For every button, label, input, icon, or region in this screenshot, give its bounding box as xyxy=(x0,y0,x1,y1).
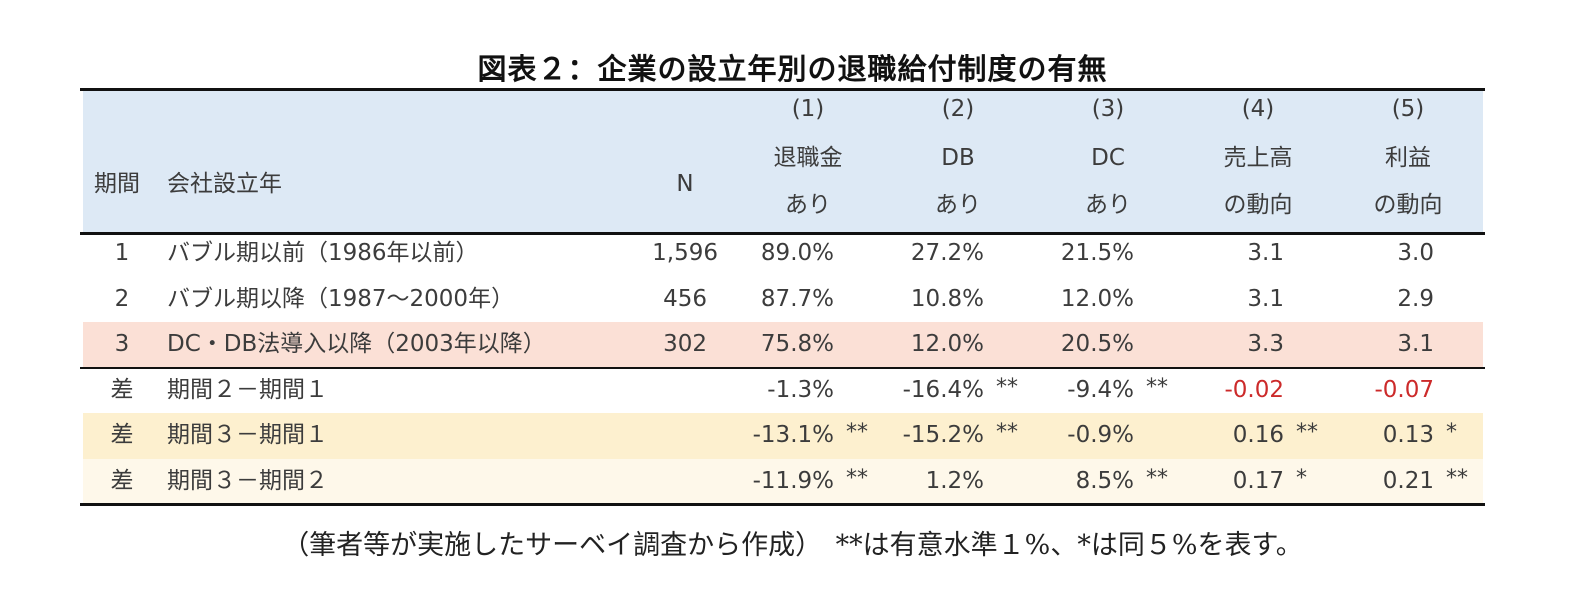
row-col1: 75.8% xyxy=(760,331,834,357)
row-col4-sig: * xyxy=(1296,466,1307,491)
header-col3-num: (3) xyxy=(1091,96,1125,122)
row-col3: -0.9% xyxy=(1067,422,1134,448)
row-col1-sig: ** xyxy=(846,466,868,491)
row-col4: 3.3 xyxy=(1247,331,1284,357)
row-col2: 10.8% xyxy=(910,286,984,312)
top-rule xyxy=(80,88,1485,91)
row-col3: 12.0% xyxy=(1060,286,1134,312)
header-col2-num: (2) xyxy=(941,96,975,122)
header-col4-num: (4) xyxy=(1241,96,1275,122)
header-col1-num: (1) xyxy=(791,96,825,122)
row-period: 差 xyxy=(110,377,134,403)
row-n: 1,596 xyxy=(652,240,718,266)
header-col1-line2: あり xyxy=(785,192,831,218)
header-col4-line1: 売上高 xyxy=(1223,145,1293,171)
header-col5-line2: の動向 xyxy=(1373,192,1443,218)
row-period: 2 xyxy=(114,286,130,312)
row-col1: 87.7% xyxy=(760,286,834,312)
row-col5-sig: ** xyxy=(1446,466,1468,491)
row-period: 差 xyxy=(110,422,134,448)
row-col5: -0.07 xyxy=(1374,377,1434,403)
diff-rule xyxy=(80,367,1485,369)
row-col1: -1.3% xyxy=(767,377,834,403)
header-col2-line2: あり xyxy=(935,192,981,218)
header-founded: 会社設立年 xyxy=(167,171,282,197)
row6-band xyxy=(83,459,1483,503)
header-col4-line2: の動向 xyxy=(1223,192,1293,218)
header-col3-line2: あり xyxy=(1085,192,1131,218)
row-col4: 3.1 xyxy=(1247,286,1284,312)
header-band xyxy=(83,90,1483,232)
header-col1-line1: 退職金 xyxy=(773,145,843,171)
row-label: バブル期以降（1987～2000年） xyxy=(167,286,515,312)
row-col3: -9.4% xyxy=(1067,377,1134,403)
source-note: （筆者等が実施したサーベイ調査から作成） **は有意水準１%、*は同５%を表す。 xyxy=(282,530,1303,561)
row-col5: 3.0 xyxy=(1397,240,1434,266)
row-n: 456 xyxy=(663,286,707,312)
row-col3: 20.5% xyxy=(1060,331,1134,357)
row-col1: 89.0% xyxy=(760,240,834,266)
row-col5-sig: * xyxy=(1446,420,1457,445)
row-col4: 0.16 xyxy=(1232,422,1284,448)
row-label: 期間３－期間１ xyxy=(167,422,328,448)
row-col5: 0.13 xyxy=(1382,422,1434,448)
row-period: 3 xyxy=(114,331,130,357)
row-col3: 8.5% xyxy=(1075,468,1134,494)
row-col4: 3.1 xyxy=(1247,240,1284,266)
row-period: 差 xyxy=(110,468,134,494)
row-col2: -15.2% xyxy=(902,422,984,448)
row-label: 期間２－期間１ xyxy=(167,377,328,403)
header-col3-line1: DC xyxy=(1091,145,1125,171)
row-col5: 3.1 xyxy=(1397,331,1434,357)
row-col2: -16.4% xyxy=(902,377,984,403)
row-col2: 1.2% xyxy=(925,468,984,494)
header-col5-line1: 利益 xyxy=(1385,145,1431,171)
row-n: 302 xyxy=(663,331,707,357)
header-col2-line1: DB xyxy=(941,145,975,171)
bottom-rule xyxy=(80,503,1485,506)
row-col2: 27.2% xyxy=(910,240,984,266)
row-label: DC・DB法導入以降（2003年以降） xyxy=(167,331,546,357)
row-col2-sig: ** xyxy=(996,420,1018,445)
row-label: バブル期以前（1986年以前） xyxy=(167,240,479,266)
row-col5: 2.9 xyxy=(1397,286,1434,312)
row-col1: -11.9% xyxy=(752,468,834,494)
header-col5-num: (5) xyxy=(1391,96,1425,122)
row-col1: -13.1% xyxy=(752,422,834,448)
row-col2-sig: ** xyxy=(996,375,1018,400)
row-col4: 0.17 xyxy=(1232,468,1284,494)
table-title: 図表２：企業の設立年別の退職給付制度の有無 xyxy=(477,52,1108,86)
row-col4-sig: ** xyxy=(1296,420,1318,445)
header-n: N xyxy=(676,171,694,197)
row-col5: 0.21 xyxy=(1382,468,1434,494)
header-rule xyxy=(80,232,1485,235)
row-col3: 21.5% xyxy=(1060,240,1134,266)
row3-band xyxy=(83,322,1483,367)
row-col2: 12.0% xyxy=(910,331,984,357)
row5-band xyxy=(83,413,1483,459)
row-col3-sig: ** xyxy=(1146,375,1168,400)
row-col3-sig: ** xyxy=(1146,466,1168,491)
header-period: 期間 xyxy=(94,171,140,197)
row-col1-sig: ** xyxy=(846,420,868,445)
row-label: 期間３－期間２ xyxy=(167,468,328,494)
row-col4: -0.02 xyxy=(1224,377,1284,403)
row-period: 1 xyxy=(114,240,130,266)
